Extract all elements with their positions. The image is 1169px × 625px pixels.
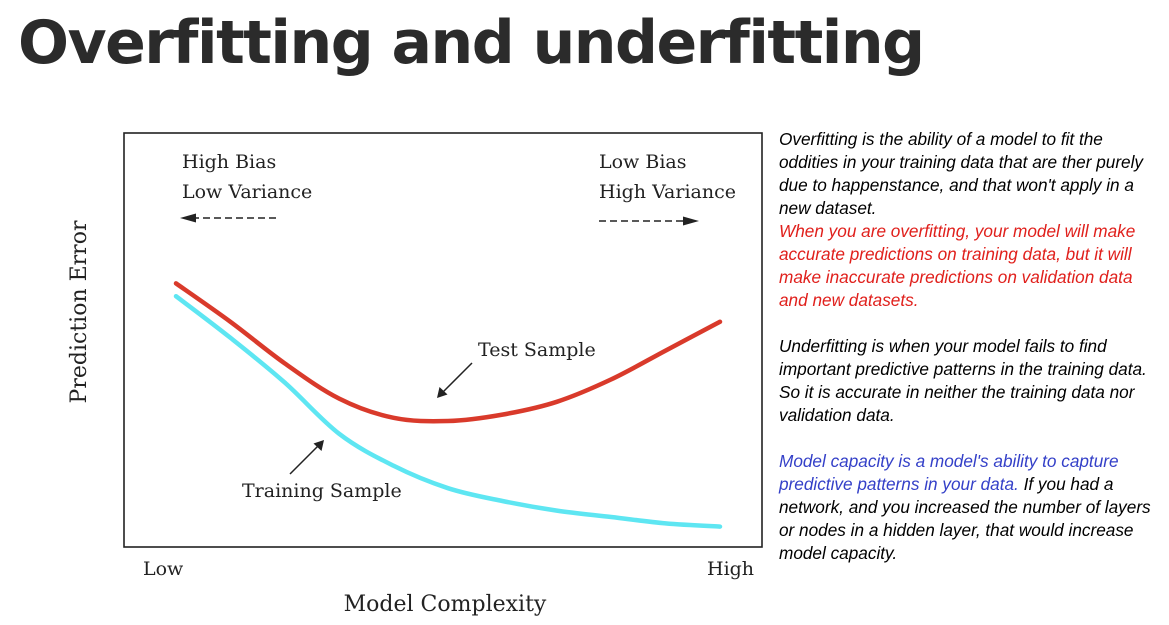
prediction-error-chart: High Bias Low Variance Low Bias High Var… (67, 132, 763, 617)
test-pointer-arrowhead (437, 387, 448, 398)
model-capacity-definition: Model capacity is a model's ability to c… (779, 451, 1119, 494)
annotation-low-variance: Low Variance (182, 181, 312, 203)
x-tick-high: High (707, 558, 754, 580)
y-axis-label: Prediction Error (67, 220, 92, 403)
page-title: Overfitting and underfitting (18, 8, 925, 78)
annotation-high-variance: High Variance (599, 181, 736, 203)
training-sample-curve (173, 293, 723, 529)
plot-frame (123, 132, 763, 548)
underfitting-definition: Underfitting is when your model fails to… (779, 336, 1147, 425)
test-pointer-arrow (440, 362, 473, 395)
x-axis-label: Model Complexity (344, 592, 547, 617)
model-capacity-example: If you had a network, and you increased … (779, 474, 1151, 563)
test-sample-label: Test Sample (478, 339, 596, 361)
training-pointer-arrowhead (313, 440, 324, 451)
overfitting-definition: Overfitting is the ability of a model to… (779, 129, 1144, 218)
test-sample-curve (173, 281, 723, 424)
overfitting-effect: When you are overfitting, your model wil… (779, 221, 1136, 310)
training-sample-label: Training Sample (242, 480, 402, 502)
annotation-low-bias: Low Bias (599, 151, 686, 173)
annotation-high-bias: High Bias (182, 151, 276, 173)
right-arrowhead (683, 216, 699, 226)
description-panel: Overfitting is the ability of a model to… (779, 128, 1164, 588)
x-tick-low: Low (143, 558, 184, 580)
training-pointer-arrow (289, 443, 321, 475)
left-arrowhead (180, 213, 196, 223)
